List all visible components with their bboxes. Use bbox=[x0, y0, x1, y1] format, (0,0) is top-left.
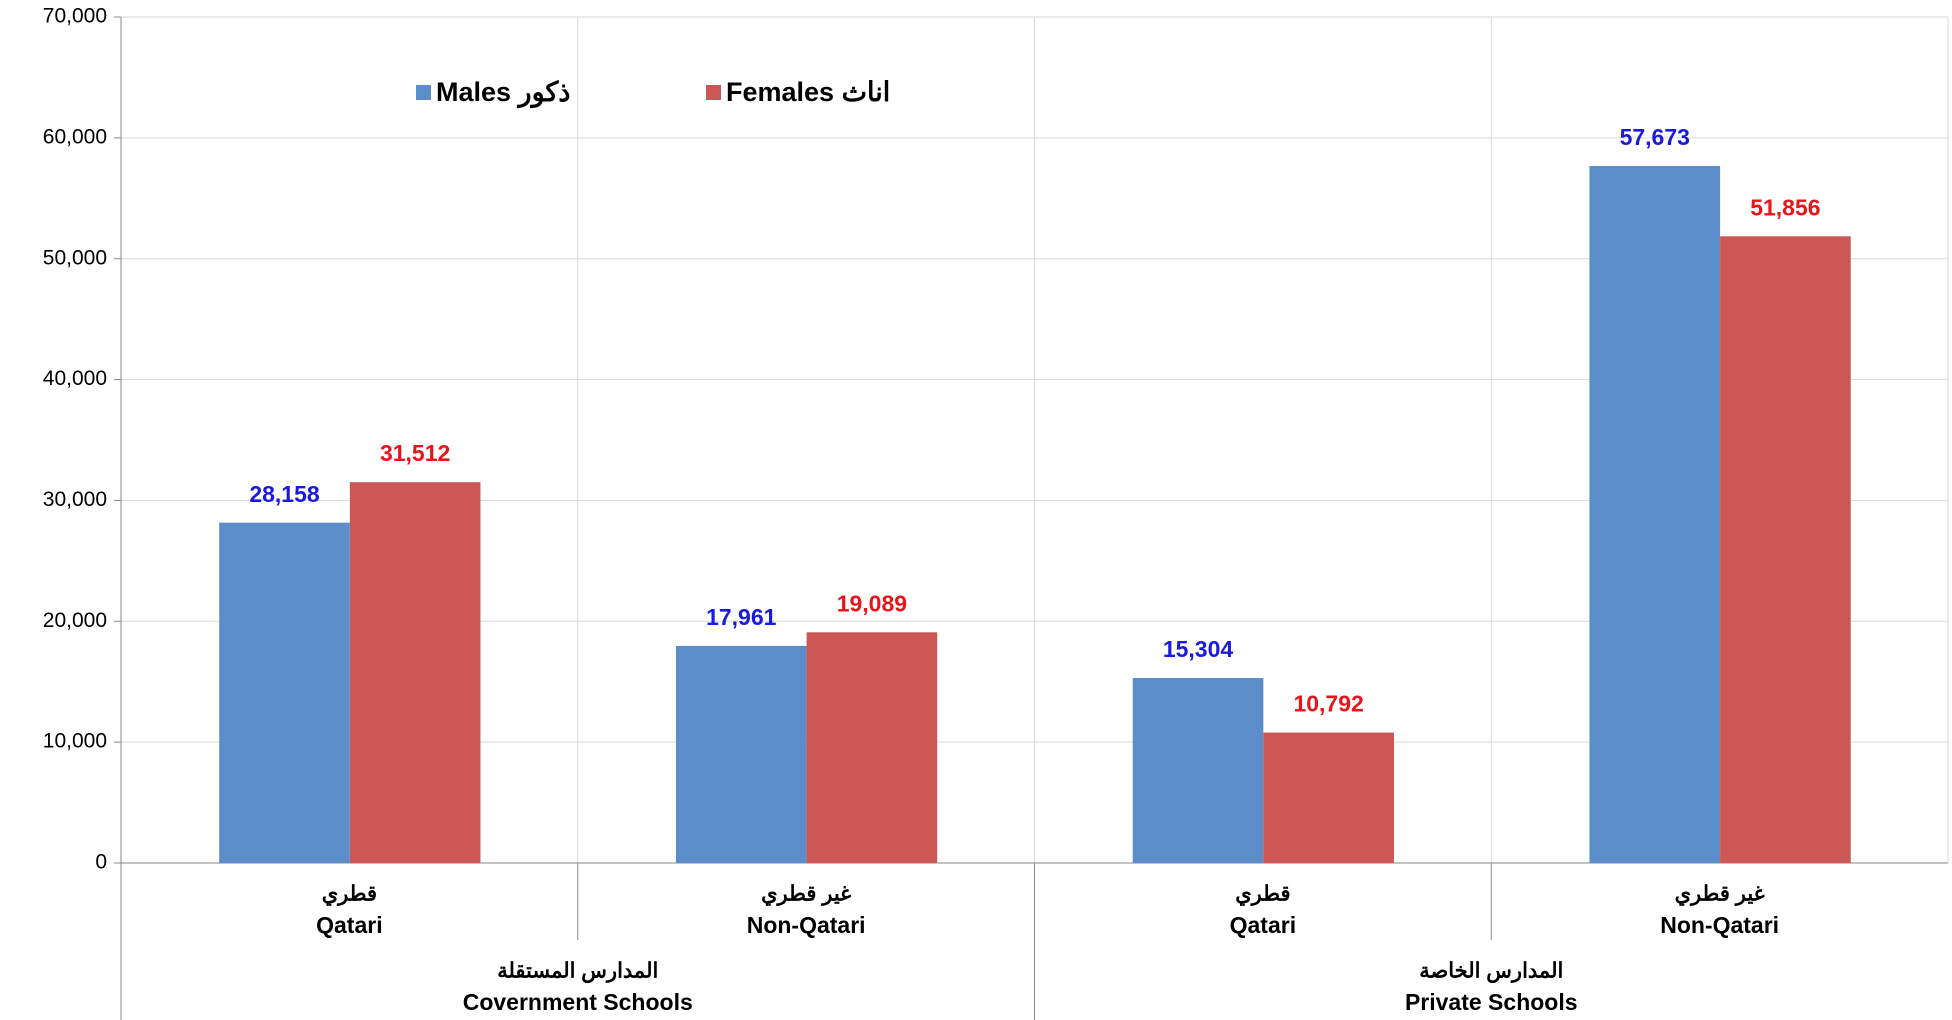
value-label: 17,961 bbox=[706, 604, 777, 630]
x-tick-label: Qatari bbox=[316, 912, 382, 938]
bar bbox=[806, 632, 938, 863]
bar bbox=[1132, 678, 1264, 863]
group-label: Covernment Schools bbox=[463, 989, 693, 1015]
value-label: 28,158 bbox=[249, 481, 320, 507]
x-tick-label-ar: غير قطري bbox=[1675, 883, 1765, 907]
y-tick-label: 60,000 bbox=[43, 125, 107, 148]
x-tick-label: Non-Qatari bbox=[747, 912, 866, 938]
value-label: 10,792 bbox=[1293, 691, 1363, 717]
y-tick-label: 50,000 bbox=[43, 246, 107, 269]
x-tick-label-ar: غير قطري bbox=[761, 883, 851, 907]
x-tick-label: Qatari bbox=[1230, 912, 1296, 938]
legend-label: Females اناث bbox=[726, 77, 890, 107]
group-label-ar: المدارس المستقلة bbox=[497, 960, 658, 984]
y-tick-label: 30,000 bbox=[43, 488, 107, 511]
value-label: 31,512 bbox=[380, 440, 450, 466]
bar bbox=[349, 482, 481, 863]
y-tick-label: 0 bbox=[95, 851, 107, 874]
legend-label: Males ذكور bbox=[436, 77, 570, 109]
x-tick-label-ar: قطري bbox=[322, 883, 377, 907]
bar bbox=[1263, 732, 1394, 863]
y-tick-label: 10,000 bbox=[43, 730, 107, 753]
bar bbox=[675, 645, 807, 863]
y-tick-label: 70,000 bbox=[43, 5, 107, 28]
group-label-ar: المدارس الخاصة bbox=[1419, 960, 1563, 984]
bar bbox=[219, 522, 350, 863]
value-label: 15,304 bbox=[1163, 636, 1234, 662]
x-tick-label: Non-Qatari bbox=[1660, 912, 1779, 938]
group-label: Private Schools bbox=[1405, 989, 1578, 1015]
value-label: 51,856 bbox=[1750, 194, 1820, 220]
legend-swatch bbox=[416, 85, 431, 100]
bar bbox=[1589, 165, 1721, 864]
value-label: 19,089 bbox=[837, 590, 907, 616]
x-tick-label-ar: قطري bbox=[1235, 883, 1290, 907]
y-tick-label: 20,000 bbox=[43, 609, 107, 632]
value-label: 57,673 bbox=[1620, 124, 1690, 150]
legend-swatch bbox=[706, 85, 721, 100]
bar bbox=[1720, 236, 1851, 863]
y-tick-label: 40,000 bbox=[43, 367, 107, 390]
